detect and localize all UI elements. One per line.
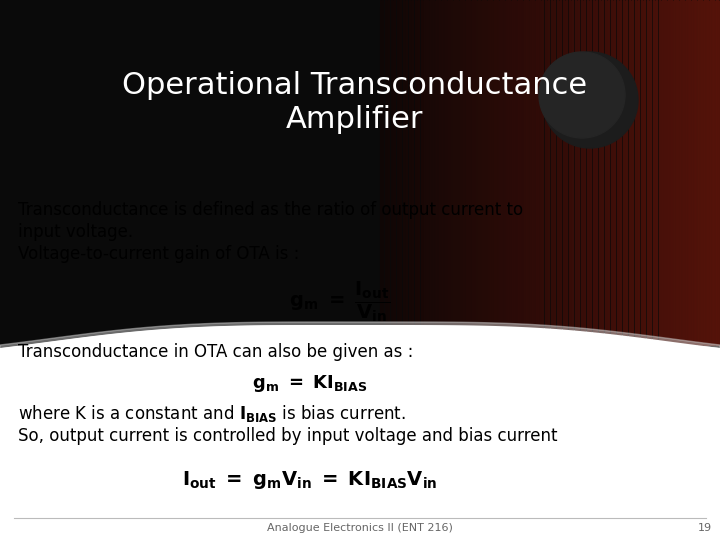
Circle shape	[542, 52, 638, 148]
Text: where K is a constant and $\mathbf{I_{BIAS}}$ is bias current.: where K is a constant and $\mathbf{I_{BI…	[18, 403, 406, 424]
Text: 19: 19	[698, 523, 712, 533]
Text: Transconductance in OTA can also be given as :: Transconductance in OTA can also be give…	[18, 343, 413, 361]
Polygon shape	[0, 325, 720, 540]
Text: Operational Transconductance: Operational Transconductance	[122, 71, 588, 99]
Text: Analogue Electronics II (ENT 216): Analogue Electronics II (ENT 216)	[267, 523, 453, 533]
Text: Voltage-to-current gain of OTA is :: Voltage-to-current gain of OTA is :	[18, 245, 300, 263]
Polygon shape	[0, 0, 380, 348]
Text: input voltage.: input voltage.	[18, 223, 133, 241]
Text: Transconductance is defined as the ratio of output current to: Transconductance is defined as the ratio…	[18, 201, 523, 219]
Text: $\mathbf{g_m\ =\ KI_{BIAS}}$: $\mathbf{g_m\ =\ KI_{BIAS}}$	[252, 374, 368, 395]
Text: $\mathbf{I_{out}\ =\ g_m V_{in}\ =\ KI_{BIAS}V_{in}}$: $\mathbf{I_{out}\ =\ g_m V_{in}\ =\ KI_{…	[182, 469, 438, 491]
Circle shape	[539, 52, 625, 138]
Text: So, output current is controlled by input voltage and bias current: So, output current is controlled by inpu…	[18, 427, 557, 445]
Text: Amplifier: Amplifier	[287, 105, 424, 134]
Text: $\mathbf{g}_\mathbf{m}\ \mathbf{=}\ \dfrac{\mathbf{I_{out}}}{\mathbf{V_{in}}}$: $\mathbf{g}_\mathbf{m}\ \mathbf{=}\ \dfr…	[289, 280, 390, 325]
Polygon shape	[0, 0, 720, 348]
